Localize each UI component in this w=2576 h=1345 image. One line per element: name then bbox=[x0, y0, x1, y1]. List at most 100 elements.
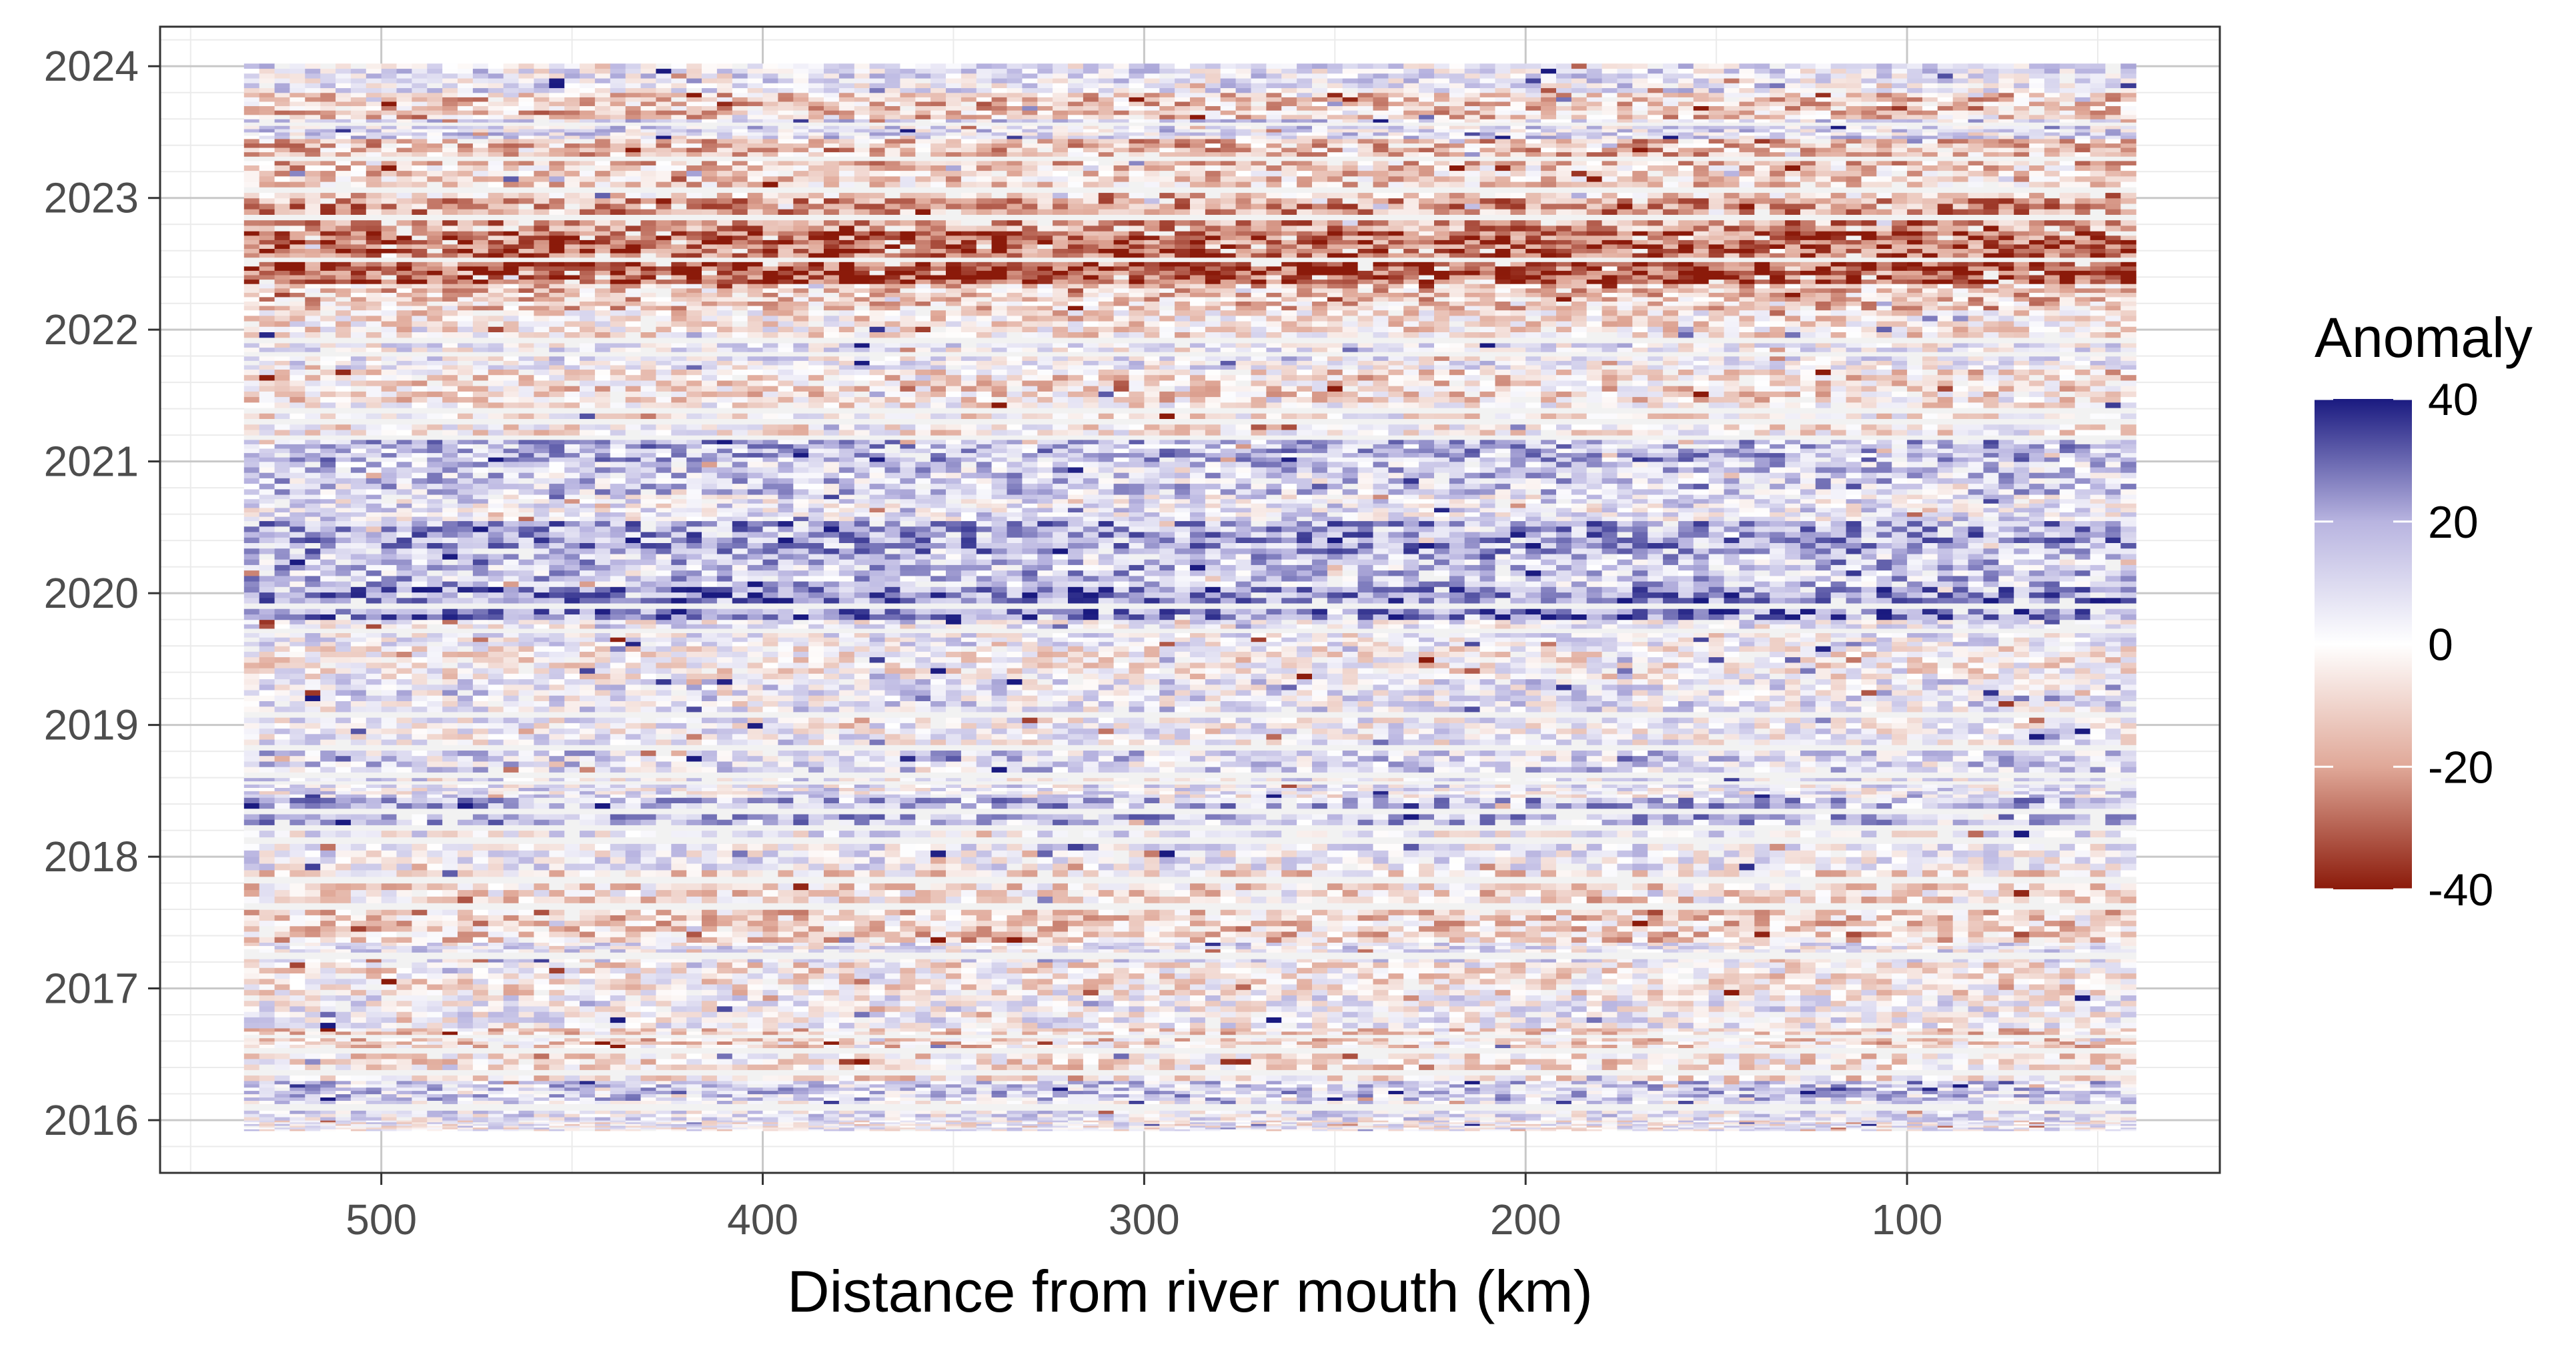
heatmap-cell bbox=[1114, 1117, 1130, 1121]
heatmap-cell bbox=[1648, 1117, 1664, 1121]
heatmap-cell bbox=[1358, 1110, 1374, 1114]
heatmap-cell bbox=[305, 1028, 321, 1032]
heatmap-cell bbox=[824, 1097, 840, 1101]
heatmap-cell bbox=[1770, 1031, 1786, 1035]
heatmap-cell bbox=[305, 1091, 321, 1095]
heatmap-cell bbox=[1907, 1041, 1923, 1045]
heatmap-cell bbox=[1525, 1047, 1541, 1053]
heatmap-cell bbox=[580, 1094, 596, 1098]
heatmap-cell bbox=[519, 1047, 535, 1053]
heatmap-cell bbox=[1159, 1031, 1175, 1035]
heatmap-cell bbox=[1236, 1011, 1252, 1017]
heatmap-cell bbox=[610, 1113, 626, 1117]
heatmap-cell bbox=[1190, 1017, 1206, 1023]
heatmap-cell bbox=[1144, 1110, 1160, 1114]
heatmap-cell bbox=[1724, 1017, 1740, 1023]
heatmap-cell bbox=[1281, 1113, 1297, 1117]
heatmap-cell bbox=[702, 1069, 718, 1075]
heatmap-cell bbox=[1984, 1017, 2000, 1023]
heatmap-cell bbox=[915, 1028, 931, 1032]
heatmap-cell bbox=[244, 1110, 260, 1114]
heatmap-cell bbox=[1419, 1047, 1435, 1053]
heatmap-cell bbox=[1525, 1100, 1541, 1104]
heatmap-cell bbox=[1251, 1087, 1267, 1091]
heatmap-cell bbox=[1754, 1041, 1770, 1045]
heatmap-cell bbox=[1709, 1110, 1725, 1114]
heatmap-cell bbox=[504, 1110, 520, 1114]
heatmap-cell bbox=[1465, 1113, 1481, 1117]
heatmap-cell bbox=[1190, 1041, 1206, 1045]
heatmap-cell bbox=[1327, 1084, 1343, 1088]
heatmap-cell bbox=[244, 1017, 260, 1023]
heatmap-cell bbox=[626, 1075, 642, 1081]
heatmap-cell bbox=[1663, 1087, 1679, 1091]
heatmap-cell bbox=[839, 1087, 855, 1091]
heatmap-cell bbox=[1816, 1045, 1832, 1049]
heatmap-cell bbox=[732, 1075, 748, 1081]
heatmap-cell bbox=[748, 1017, 764, 1023]
heatmap-cell bbox=[1312, 1110, 1328, 1114]
heatmap-cell bbox=[1221, 1069, 1237, 1075]
heatmap-cell bbox=[977, 1011, 993, 1017]
heatmap-cell bbox=[2060, 1084, 2076, 1088]
heatmap-cell bbox=[488, 1059, 504, 1065]
heatmap-cell bbox=[564, 1091, 580, 1095]
heatmap-cell bbox=[1175, 1075, 1191, 1081]
heatmap-cell bbox=[275, 1087, 291, 1091]
heatmap-cell bbox=[1892, 1031, 1908, 1035]
heatmap-cell bbox=[1495, 1075, 1511, 1081]
heatmap-cell bbox=[1541, 1041, 1557, 1045]
heatmap-cell bbox=[1114, 1087, 1130, 1091]
heatmap-cell bbox=[351, 1107, 367, 1111]
heatmap-cell bbox=[504, 1045, 520, 1049]
heatmap-cell bbox=[1205, 1100, 1221, 1104]
heatmap-cell bbox=[1831, 1041, 1847, 1045]
heatmap-cell bbox=[1663, 1011, 1679, 1017]
heatmap-cell bbox=[1618, 1110, 1634, 1114]
heatmap-cell bbox=[320, 1028, 336, 1032]
heatmap-cell bbox=[854, 1069, 870, 1075]
heatmap-cell bbox=[1205, 1084, 1221, 1088]
heatmap-cell bbox=[686, 1084, 702, 1088]
heatmap-cell bbox=[610, 1045, 626, 1049]
heatmap-cell bbox=[1419, 1053, 1435, 1059]
heatmap-cell bbox=[1205, 1075, 1221, 1081]
heatmap-cell bbox=[2029, 1100, 2045, 1104]
heatmap-cell bbox=[244, 1053, 260, 1059]
heatmap-cell bbox=[1053, 1031, 1069, 1035]
heatmap-cell bbox=[1129, 1103, 1145, 1107]
heatmap-cell bbox=[656, 1091, 672, 1095]
heatmap-cell bbox=[2120, 1041, 2136, 1045]
heatmap-cell bbox=[488, 1038, 504, 1042]
heatmap-cell bbox=[473, 1103, 489, 1107]
heatmap-cell bbox=[1800, 1110, 1816, 1114]
heatmap-cell bbox=[244, 1006, 260, 1012]
heatmap-cell bbox=[580, 1087, 596, 1091]
heatmap-cell bbox=[610, 1097, 626, 1101]
heatmap-cell bbox=[1876, 1038, 1892, 1042]
heatmap-cell bbox=[1922, 1117, 1938, 1121]
heatmap-cell bbox=[1159, 1011, 1175, 1017]
heatmap-cell bbox=[2044, 1069, 2060, 1075]
heatmap-cell bbox=[580, 1041, 596, 1045]
heatmap-cell bbox=[1648, 1110, 1664, 1114]
heatmap-cell bbox=[1449, 1047, 1465, 1053]
heatmap-cell bbox=[289, 1017, 305, 1023]
heatmap-cell bbox=[1907, 1023, 1923, 1029]
heatmap-cell bbox=[1221, 1081, 1237, 1085]
heatmap-cell bbox=[1525, 1091, 1541, 1095]
heatmap-cell bbox=[564, 1064, 580, 1070]
heatmap-cell bbox=[1007, 1047, 1023, 1053]
heatmap-cell bbox=[1144, 1064, 1160, 1070]
heatmap-cell bbox=[1770, 1081, 1786, 1085]
heatmap-cell bbox=[336, 1045, 351, 1049]
heatmap-cell bbox=[2014, 1094, 2030, 1098]
heatmap-cell bbox=[885, 1087, 901, 1091]
heatmap-cell bbox=[1632, 1047, 1648, 1053]
heatmap-cell bbox=[992, 1075, 1008, 1081]
heatmap-cell bbox=[1465, 1117, 1481, 1121]
heatmap-cell bbox=[1129, 1035, 1145, 1039]
heatmap-cell bbox=[702, 1041, 718, 1045]
heatmap-cell bbox=[671, 1045, 687, 1049]
heatmap-cell bbox=[671, 1087, 687, 1091]
